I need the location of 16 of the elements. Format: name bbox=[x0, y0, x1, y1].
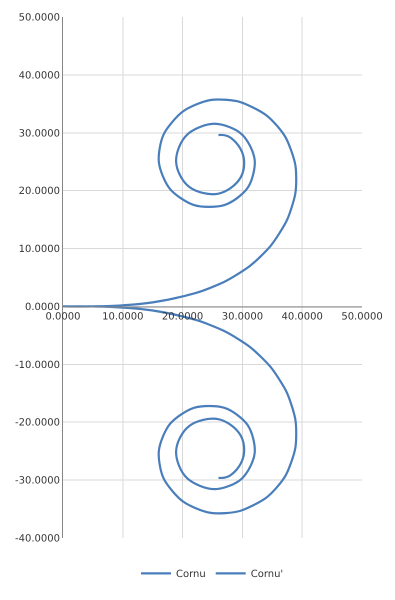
y-tick-label: 0.0000 bbox=[25, 302, 60, 313]
y-tick-label: -20.0000 bbox=[15, 418, 60, 429]
y-tick-label: 10.0000 bbox=[18, 244, 60, 256]
y-tick-label: -30.0000 bbox=[15, 476, 60, 487]
x-tick-label: 30.0000 bbox=[222, 311, 264, 322]
legend-label: Cornu' bbox=[250, 569, 284, 580]
y-tick-label: 20.0000 bbox=[18, 186, 60, 198]
y-tick-label: -40.0000 bbox=[15, 534, 60, 544]
x-tick-label: 50.0000 bbox=[341, 311, 383, 322]
legend-label: Cornu bbox=[176, 569, 206, 580]
x-tick-label: 40.0000 bbox=[282, 311, 323, 322]
y-tick-label: 30.0000 bbox=[18, 128, 60, 140]
y-tick-label: 50.0000 bbox=[18, 12, 60, 24]
x-tick-label: 10.0000 bbox=[102, 311, 144, 322]
y-tick-label: 40.0000 bbox=[18, 70, 60, 82]
y-tick-label: -10.0000 bbox=[15, 360, 60, 371]
